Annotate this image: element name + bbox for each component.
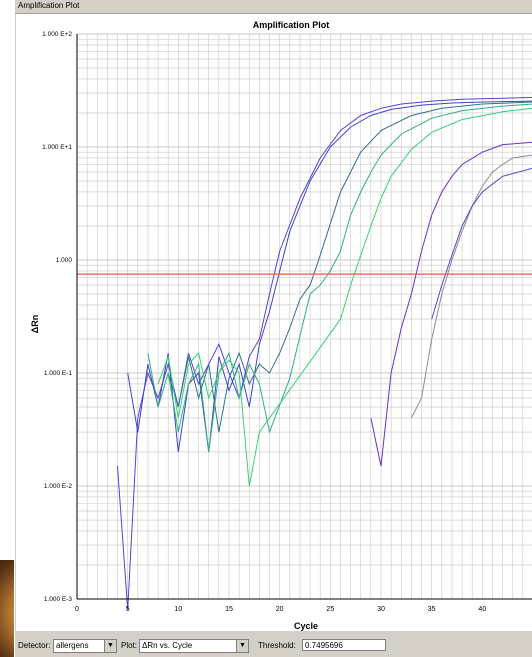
x-tick-label: 30: [377, 606, 385, 613]
amplification-chart: 0 5 10 15 20 25 30 35 40 1.000 E+2 1.000 E+1 1.000 1…: [30, 20, 532, 631]
x-tick-label: 20: [276, 606, 284, 613]
chart-title: Amplification Plot: [253, 20, 330, 30]
chevron-down-icon[interactable]: ▼: [236, 640, 248, 652]
y-axis-label: ΔRn: [30, 315, 40, 333]
series-line-6: [370, 141, 532, 467]
x-tick-label: 0: [75, 606, 79, 613]
x-axis-label: Cycle: [294, 621, 318, 631]
series-line-5: [157, 107, 532, 487]
series-line-3: [167, 101, 532, 433]
window-title: Amplification Plot: [18, 1, 80, 10]
grid-layer: [76, 33, 532, 600]
x-tick-label: 15: [225, 606, 233, 613]
y-tick-label: 1.000 E+1: [42, 144, 72, 151]
detector-value: allergens: [56, 641, 89, 650]
y-tick-label: 1.000 E-2: [44, 483, 73, 490]
axis-layer: [76, 34, 532, 600]
status-bar: Detector: allergens ▼ Plot: ΔRn vs. Cycl…: [15, 635, 532, 657]
series-line-4: [147, 103, 532, 453]
plot-type-select[interactable]: ΔRn vs. Cycle ▼: [139, 639, 249, 653]
x-tick-label: 10: [174, 606, 182, 613]
series-line-7: [410, 154, 532, 419]
x-tick-label: 5: [126, 606, 130, 613]
series-line-8: [431, 167, 532, 320]
amplification-plot-window: Amplification Plot 0 5 10 15 20 25 30 35 40 1.000…: [14, 0, 532, 657]
plot-type-value: ΔRn vs. Cycle: [142, 641, 193, 650]
plot-label: Plot:: [121, 641, 138, 650]
y-tick-label: 1.000 E-1: [44, 370, 73, 377]
x-tick-label: 40: [478, 606, 486, 613]
window-title-bar: Amplification Plot: [15, 0, 532, 14]
tick-layer: 0 5 10 15 20 25 30 35 40 1.000 E+2 1.000 E+1 1.000 1…: [42, 31, 486, 613]
chevron-down-icon[interactable]: ▼: [104, 640, 116, 652]
threshold-label: Threshold:: [258, 641, 296, 650]
x-tick-label: 35: [428, 606, 436, 613]
y-tick-label: 1.000: [56, 257, 73, 264]
series-layer: [117, 96, 532, 611]
series-line-1: [117, 96, 532, 611]
threshold-input[interactable]: 0.7495696: [302, 639, 386, 651]
detector-label: Detector:: [18, 641, 51, 650]
y-tick-label: 1.000 E+2: [42, 31, 72, 38]
x-tick-label: 25: [326, 606, 334, 613]
y-tick-label: 1.000 E-3: [44, 596, 73, 603]
detector-select[interactable]: allergens ▼: [53, 639, 117, 653]
plot-area: 0 5 10 15 20 25 30 35 40 1.000 E+2 1.000 E+1 1.000 1…: [16, 14, 532, 631]
